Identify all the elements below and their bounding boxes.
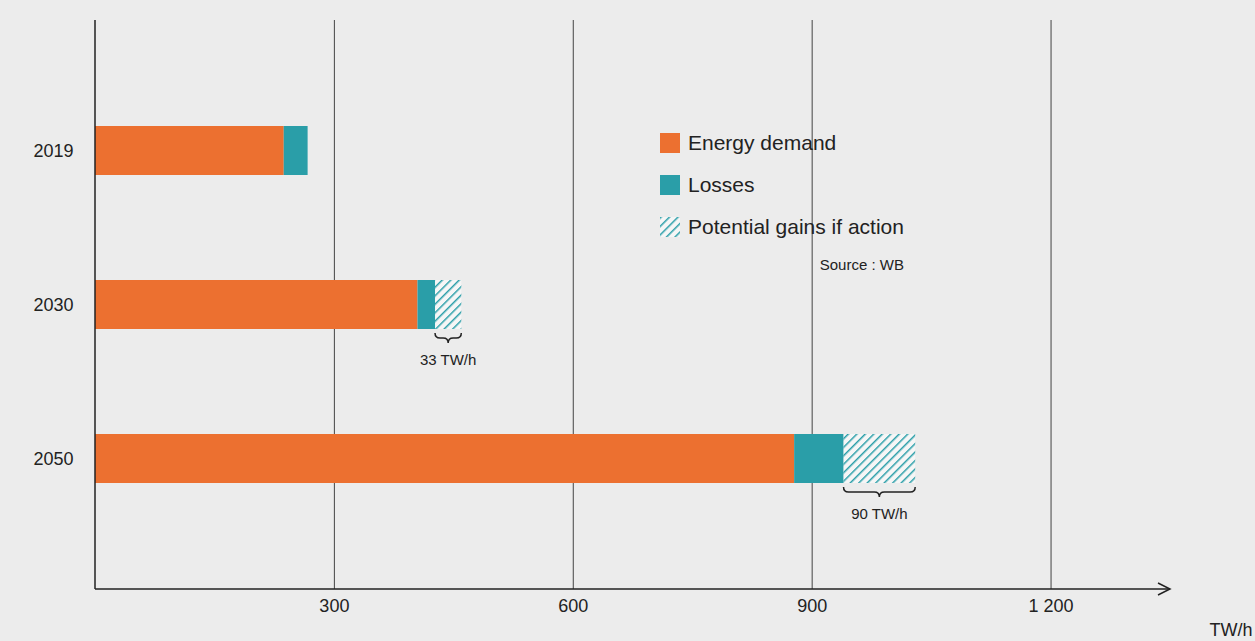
- html-text:Source : WB: Source : WB: [819, 256, 904, 273]
- html-text:Losses: Losses: [688, 173, 755, 196]
- svg-text:900: 900: [797, 596, 827, 616]
- svg-text:90 TW/h: 90 TW/h: [851, 505, 907, 522]
- html-text:Energy demand: Energy demand: [688, 131, 837, 154]
- svg-text:2030: 2030: [33, 295, 73, 315]
- svg-text:300: 300: [319, 596, 349, 616]
- svg-text:2050: 2050: [33, 449, 73, 469]
- svg-text:2019: 2019: [33, 141, 73, 161]
- svg-text:TW/h: TW/h: [1210, 620, 1253, 640]
- svg-text:33 TW/h: 33 TW/h: [420, 351, 476, 368]
- svg-text:600: 600: [558, 596, 588, 616]
- svg-text:1 200: 1 200: [1029, 596, 1074, 616]
- html-text:Potential gains if action: Potential gains if action: [688, 215, 904, 238]
